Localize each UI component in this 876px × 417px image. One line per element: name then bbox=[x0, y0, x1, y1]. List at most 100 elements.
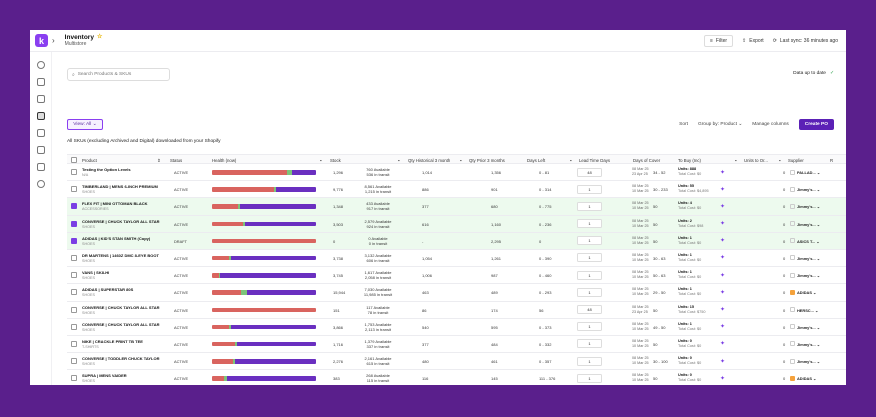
lead-time-input[interactable]: 1 bbox=[577, 339, 602, 349]
users-icon[interactable] bbox=[36, 180, 45, 188]
row-checkbox[interactable] bbox=[71, 272, 77, 279]
row-checkbox[interactable] bbox=[71, 169, 77, 175]
table-row[interactable]: CONVERSE | CHUCK TAYLOR ALL STAR SHOES AC… bbox=[67, 319, 846, 336]
lead-time-input[interactable]: 1 bbox=[577, 270, 602, 280]
col-supplier[interactable]: Supplier bbox=[788, 157, 804, 163]
table-row[interactable]: CONVERSE | CHUCK TAYLOR ALL STAR SHOES AC… bbox=[67, 302, 846, 319]
col-prior[interactable]: Qty Prior 3 months bbox=[469, 157, 505, 163]
product-cell[interactable]: SUPRA | MENS VAIDER SHOES bbox=[82, 373, 127, 384]
lead-time-input[interactable]: 1 bbox=[577, 236, 602, 246]
product-cell[interactable]: CONVERSE | TODDLER CHUCK TAYLOR SHOES bbox=[82, 356, 160, 367]
col-status[interactable]: Status bbox=[170, 157, 183, 163]
lead-time-input[interactable]: 1 bbox=[577, 253, 602, 263]
col-to-buy[interactable]: To Buy (Inc) bbox=[678, 157, 701, 163]
supplier-select[interactable]: ADIDAS ⌄ bbox=[797, 290, 817, 296]
col-cover[interactable]: Days of Cover bbox=[633, 157, 661, 163]
sparkle-icon[interactable]: ✦ bbox=[720, 324, 726, 331]
table-row[interactable]: TIMBERLAND | MENS 6-INCH PREMIUM SHOES AC… bbox=[67, 181, 846, 199]
sparkle-icon[interactable]: ✦ bbox=[720, 169, 726, 176]
col-hist[interactable]: Qty Historical 3 month bbox=[408, 157, 451, 163]
col-stock[interactable]: Stock bbox=[330, 157, 341, 163]
export-button[interactable]: ⇪ Export bbox=[742, 37, 764, 44]
table-row[interactable]: Testing the Option Levels N/A ACTIVE 1,29… bbox=[67, 164, 846, 182]
star-icon[interactable]: ☆ bbox=[96, 33, 103, 40]
product-cell[interactable]: FLEX FIT | MINI OTTOMAN BLACK ACCESSORIES bbox=[82, 201, 148, 212]
product-cell[interactable]: NIKE | CRACKLE PRINT TB TEE T-SHIRTS bbox=[82, 338, 143, 349]
sparkle-icon[interactable]: ✦ bbox=[720, 238, 726, 245]
product-cell[interactable]: ADIDAS | KID'S STAN SMITH (Copy) SHOES bbox=[82, 235, 151, 246]
supplier-select[interactable]: Jimmy's... ⌄ bbox=[797, 273, 821, 279]
row-checkbox[interactable] bbox=[71, 358, 77, 365]
table-row[interactable]: NIKE | CRACKLE PRINT TB TEE T-SHIRTS ACTI… bbox=[67, 336, 846, 354]
view-dropdown[interactable]: View: All ⌄ bbox=[67, 119, 103, 130]
col-more[interactable]: R bbox=[830, 157, 834, 163]
col-lead[interactable]: Lead Time Days bbox=[579, 157, 611, 163]
supplier-select[interactable]: Jimmy's... ⌄ bbox=[797, 187, 821, 193]
sparkle-icon[interactable]: ✦ bbox=[720, 358, 726, 365]
table-row[interactable]: ADIDAS | KID'S STAN SMITH (Copy) SHOES DR… bbox=[67, 232, 846, 250]
table-row[interactable]: CONVERSE | TODDLER CHUCK TAYLOR SHOES ACT… bbox=[67, 353, 846, 371]
select-all-checkbox[interactable] bbox=[71, 156, 77, 163]
supplier-select[interactable]: Jimmy's... ⌄ bbox=[797, 324, 821, 330]
col-product[interactable]: Product bbox=[82, 157, 97, 163]
lead-time-input[interactable]: 48 bbox=[577, 167, 602, 177]
supplier-select[interactable]: Jimmy's... ⌄ bbox=[797, 204, 821, 210]
inventory-icon[interactable] bbox=[36, 112, 45, 120]
supplier-select[interactable]: PALLAD... ⌄ bbox=[797, 170, 821, 175]
document-icon[interactable] bbox=[36, 146, 45, 154]
sparkle-icon[interactable]: ✦ bbox=[720, 307, 726, 313]
filter-button[interactable]: ≡ Filter bbox=[704, 34, 734, 47]
supplier-select[interactable]: HERSC... ⌄ bbox=[797, 307, 819, 313]
app-logo[interactable]: k bbox=[35, 34, 48, 47]
lead-time-input[interactable]: 1 bbox=[577, 219, 602, 229]
sparkle-icon[interactable]: ✦ bbox=[720, 255, 726, 262]
manage-columns-button[interactable]: Manage columns bbox=[752, 122, 789, 127]
row-checkbox[interactable] bbox=[71, 220, 77, 227]
sparkle-icon[interactable]: ✦ bbox=[720, 341, 726, 348]
table-row[interactable]: ADIDAS | SUPERSTAR 80S SHOES ACTIVE 15,94… bbox=[67, 284, 846, 302]
supplier-select[interactable]: ADIDAS ⌄ bbox=[797, 376, 817, 382]
product-cell[interactable]: CONVERSE | CHUCK TAYLOR ALL STAR SHOES bbox=[82, 218, 160, 229]
row-checkbox[interactable] bbox=[71, 203, 77, 210]
row-checkbox[interactable] bbox=[71, 254, 77, 261]
supplier-select[interactable]: Jimmy's... ⌄ bbox=[797, 255, 821, 261]
row-checkbox[interactable] bbox=[71, 375, 77, 382]
lead-time-input[interactable]: 48 bbox=[577, 305, 602, 314]
lead-time-input[interactable]: 1 bbox=[577, 184, 602, 194]
supplier-select[interactable]: Jimmy's... ⌄ bbox=[797, 221, 821, 227]
supplier-select[interactable]: Jimmy's... ⌄ bbox=[797, 359, 821, 365]
lead-time-input[interactable]: 1 bbox=[577, 287, 602, 297]
col-health[interactable]: Health (now) bbox=[212, 157, 237, 163]
sparkle-icon[interactable]: ✦ bbox=[720, 289, 726, 296]
table-row[interactable]: VANS | SK8-HI SHOES ACTIVE 3,745 1,617 Av… bbox=[67, 267, 846, 285]
box-icon[interactable] bbox=[36, 129, 45, 137]
table-row[interactable]: FLEX FIT | MINI OTTOMAN BLACK ACCESSORIES… bbox=[67, 198, 846, 216]
col-days-left[interactable]: Days Left bbox=[527, 157, 546, 163]
sort-button[interactable]: Sort bbox=[679, 122, 688, 127]
row-checkbox[interactable] bbox=[71, 237, 77, 244]
col-units-order[interactable]: Units to Or... bbox=[744, 157, 768, 163]
table-row[interactable]: CONVERSE | CHUCK TAYLOR ALL STAR SHOES AC… bbox=[67, 215, 846, 233]
chevron-right-icon[interactable]: › bbox=[52, 36, 55, 45]
product-cell[interactable]: VANS | SK8-HI SHOES bbox=[82, 270, 110, 281]
product-cell[interactable]: TIMBERLAND | MENS 6-INCH PREMIUM SHOES bbox=[82, 184, 158, 195]
row-checkbox[interactable] bbox=[71, 323, 77, 330]
group-by-dropdown[interactable]: Group by: Product ⌄ bbox=[697, 122, 743, 127]
sync-status[interactable]: ⟳ Last sync: 36 minutes ago bbox=[772, 37, 838, 44]
search-input[interactable]: ⌕ Search Products & SKUs bbox=[67, 68, 170, 81]
lead-time-input[interactable]: 1 bbox=[577, 322, 602, 332]
sparkle-icon[interactable]: ✦ bbox=[720, 186, 726, 193]
info-icon[interactable] bbox=[36, 61, 45, 69]
lead-time-input[interactable]: 1 bbox=[577, 373, 602, 383]
product-cell[interactable]: ADIDAS | SUPERSTAR 80S SHOES bbox=[82, 287, 134, 298]
sparkle-icon[interactable]: ✦ bbox=[720, 221, 726, 228]
table-row[interactable]: SUPRA | MENS VAIDER SHOES ACTIVE 383 268 … bbox=[67, 370, 846, 385]
sort-icon[interactable]: ⇕ bbox=[157, 157, 161, 163]
product-cell[interactable]: CONVERSE | CHUCK TAYLOR ALL STAR SHOES bbox=[82, 304, 160, 315]
lead-time-input[interactable]: 1 bbox=[577, 201, 602, 211]
product-cell[interactable]: DR MARTENS | 1460Z DMC 8-EYE BOOT SHOES bbox=[82, 252, 159, 263]
lead-time-input[interactable]: 1 bbox=[577, 356, 602, 366]
sparkle-icon[interactable]: ✦ bbox=[720, 203, 726, 210]
row-checkbox[interactable] bbox=[71, 289, 77, 296]
supplier-select[interactable]: Jimmy's... ⌄ bbox=[797, 341, 821, 347]
